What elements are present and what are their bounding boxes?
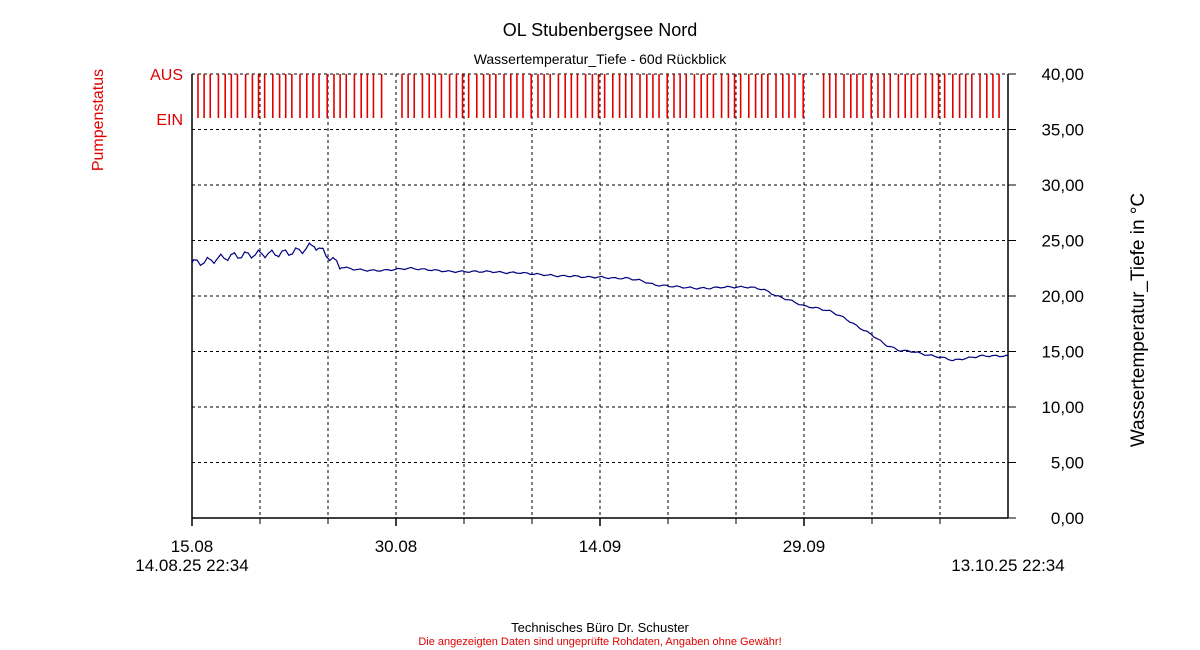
chart-subtitle: Wassertemperatur_Tiefe - 60d Rückblick [474, 51, 728, 67]
x-tick-label: 15.08 [171, 537, 214, 556]
y-tick-label: 40,00 [1041, 65, 1084, 84]
x-tick-label: 29.09 [783, 537, 826, 556]
x-tick-label: 14.09 [579, 537, 622, 556]
x-tick-labels: 15.08 30.08 14.09 29.09 [171, 537, 826, 556]
grid [192, 73, 1008, 518]
footer-disclaimer: Die angezeigten Daten sind ungeprüfte Ro… [418, 636, 781, 648]
pump-on-label: EIN [156, 112, 183, 129]
pump-axis-label: Pumpenstatus [90, 69, 107, 171]
axes [191, 73, 1016, 526]
y-tick-label: 20,00 [1041, 287, 1084, 306]
y-tick-label: 30,00 [1041, 176, 1084, 195]
end-datetime-label: 13.10.25 22:34 [951, 556, 1064, 575]
series [191, 242, 1009, 362]
pump-off-label: AUS [150, 67, 183, 84]
y-axis-title: Wassertemperatur_Tiefe in °C [1128, 193, 1149, 447]
y-tick-label: 35,00 [1041, 121, 1084, 140]
y-tick-label: 5,00 [1051, 454, 1084, 473]
y-tick-label: 10,00 [1041, 398, 1084, 417]
temperature-series-line [191, 242, 1009, 362]
chart-title: OL Stubenbergsee Nord [503, 20, 697, 40]
y-tick-label: 15,00 [1041, 343, 1084, 362]
y-tick-labels: 0,00 5,00 10,00 15,00 20,00 25,00 30,00 35,00 40… [1041, 65, 1084, 528]
y-tick-label: 25,00 [1041, 232, 1084, 251]
x-tick-label: 30.08 [375, 537, 418, 556]
start-datetime-label: 14.08.25 22:34 [135, 556, 248, 575]
pump-status-bars [197, 74, 1000, 118]
y-tick-label: 0,00 [1051, 509, 1084, 528]
footer-company: Technisches Büro Dr. Schuster [511, 620, 689, 635]
